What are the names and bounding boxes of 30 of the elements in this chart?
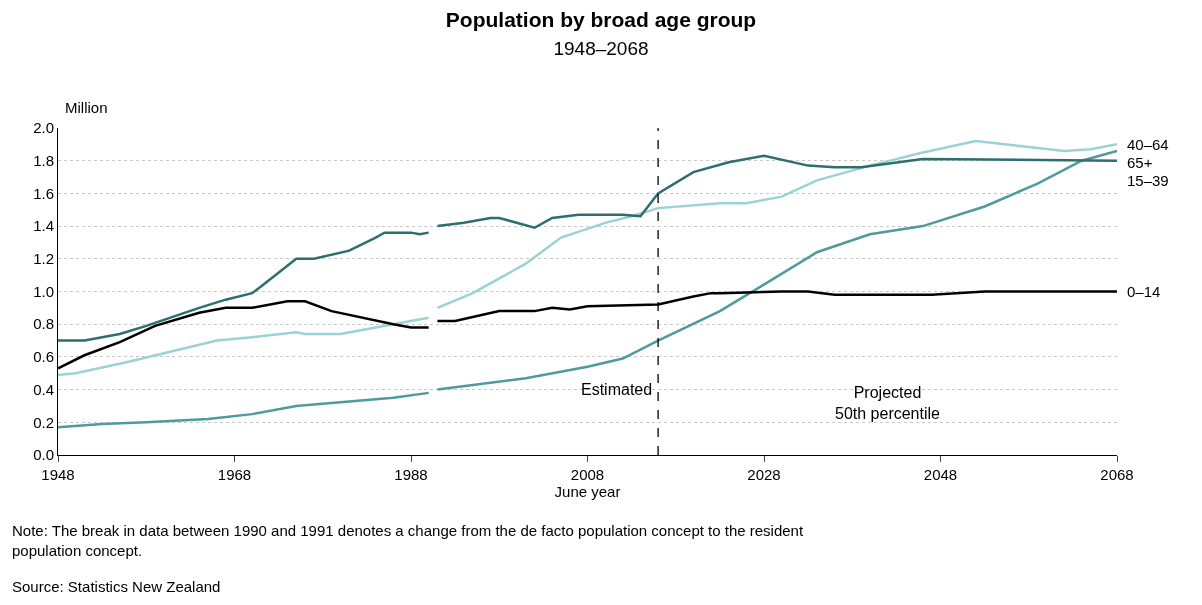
y-tick-label: 1.4 [33,217,54,235]
series-label: 40–64 [1127,136,1169,153]
x-tick-label: 1988 [394,466,428,483]
x-tick-label: 2008 [570,466,605,483]
y-tick-label: 1.8 [33,151,54,169]
y-tick-label: 0.4 [33,380,54,398]
series-label: 15–39 [1127,172,1169,189]
y-axis-title: Million [65,99,108,116]
x-tick-label: 1968 [217,466,252,483]
source-note: Source: Statistics New Zealand [12,578,221,595]
y-tick-label: 0.2 [33,413,54,431]
y-tick-label: 1.2 [33,250,54,268]
x-tick-label: 2028 [747,466,781,483]
x-tick-label: 2048 [923,466,958,483]
x-axis-title: June year [554,483,621,500]
chart-title: Population by broad age group [445,8,757,32]
y-tick-label: 0.8 [33,315,54,333]
y-tick-label: 1.6 [33,184,54,202]
y-tick-label: 0.6 [33,348,54,366]
annotation: Estimated [581,381,653,398]
chart-subtitle: 1948–2068 [553,37,649,59]
series-label: 65+ [1127,154,1153,171]
x-tick-label: 1948 [41,466,75,483]
y-tick-label: 2.0 [33,119,54,137]
x-tick-label: 2068 [1100,466,1134,483]
y-tick-label: 1.0 [33,282,54,300]
annotation: Projected 50th percentile [835,384,941,422]
series-label: 0–14 [1127,283,1161,300]
text: Note: The break in data between 1990 and 1991 denotes a change from the de facto population concept to the resident population concept. [12,522,804,559]
y-tick-label: 0.0 [33,446,54,464]
